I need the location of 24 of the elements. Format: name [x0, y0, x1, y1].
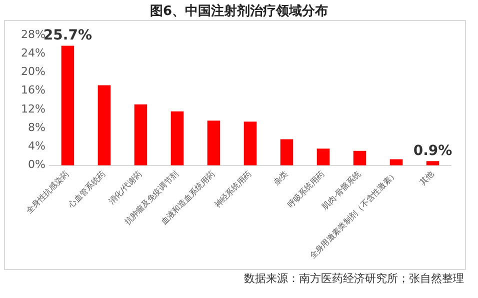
bar — [170, 111, 184, 166]
bar — [61, 46, 74, 166]
bar — [353, 150, 366, 166]
bar — [207, 120, 220, 166]
y-tick-label: 16% — [20, 84, 46, 97]
data-label: 25.7% — [43, 27, 92, 44]
chart-title: 图6、中国注射剂治疗领域分布 — [148, 2, 330, 20]
x-tick-label: 杂类 — [272, 169, 290, 187]
y-tick-label: 20% — [20, 65, 46, 78]
bar — [244, 122, 257, 166]
y-tick-label: 24% — [20, 46, 46, 60]
y-tick-label: 8% — [28, 120, 46, 134]
source-note: 数据来源：南方医药经济研究所；张自然整理 — [244, 271, 464, 286]
y-tick-label: 12% — [20, 102, 46, 116]
bar — [280, 139, 294, 166]
y-tick-label: 4% — [28, 140, 46, 153]
bar — [316, 148, 330, 166]
bar — [134, 104, 148, 166]
data-label: 0.9% — [413, 142, 452, 159]
x-tick-label: 其他 — [418, 169, 436, 187]
bar — [98, 85, 111, 166]
y-tick-label: 0% — [28, 158, 46, 172]
y-tick-label: 28% — [20, 28, 46, 41]
bar — [426, 161, 440, 166]
